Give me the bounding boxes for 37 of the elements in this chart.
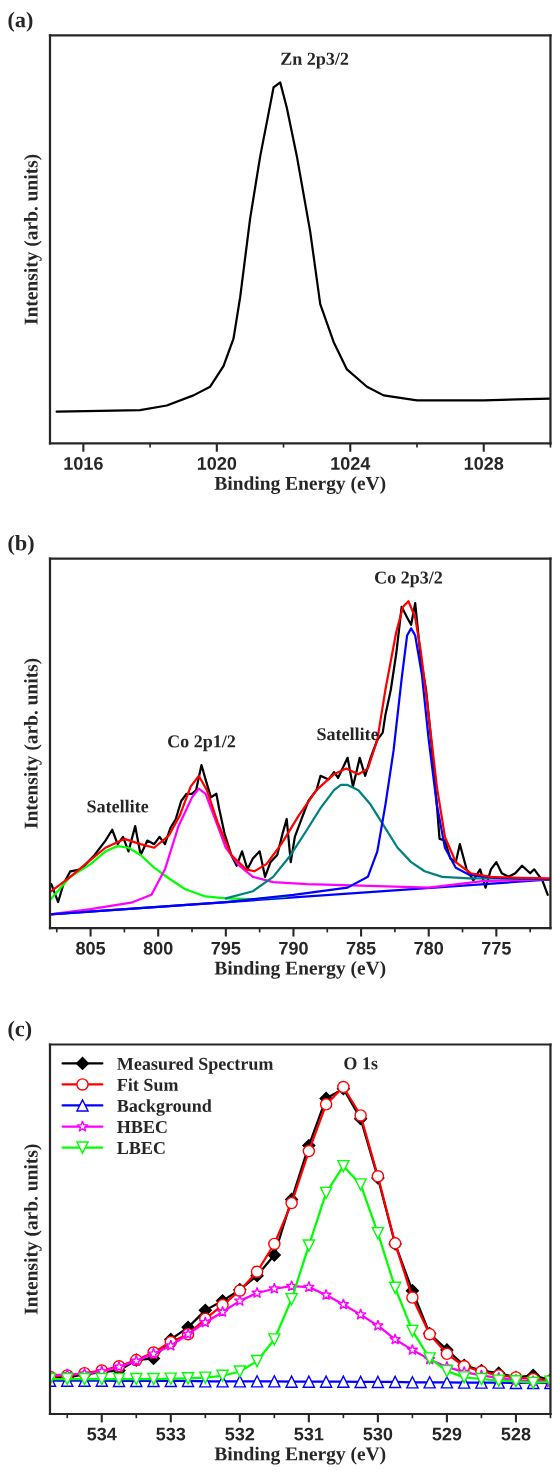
x-tick-label: 529: [432, 1427, 462, 1441]
x-axis-title: Binding Energy (eV): [214, 476, 386, 494]
annotation: O 1s: [344, 1057, 378, 1070]
legend-label: Measured Spectrum: [117, 1057, 274, 1074]
x-tick-label: 790: [279, 941, 308, 955]
annotation: Zn 2p3/2: [281, 52, 349, 69]
x-tick-label: 780: [414, 941, 444, 955]
x-tick-label: 775: [482, 942, 511, 955]
x-tick-label: 528: [501, 1427, 531, 1441]
chart-title: (a): [8, 11, 33, 32]
chart-title: (c): [8, 1020, 32, 1041]
annotation: Satellite: [87, 799, 149, 813]
x-tick-label: 534: [87, 1427, 117, 1441]
y-axis-title: Intensity (arb. units): [23, 1144, 42, 1315]
legend-label: LBEC: [117, 1141, 165, 1155]
x-tick-label: 795: [211, 941, 241, 955]
x-tick-label: 785: [346, 941, 376, 955]
x-tick-label: 533: [156, 1427, 186, 1441]
legend-label: Background: [117, 1099, 212, 1116]
x-tick-label: 1024: [331, 457, 371, 470]
x-tick-label: 1020: [197, 457, 237, 470]
x-tick-label: 800: [143, 941, 173, 955]
y-axis-title: Intensity (arb. units): [23, 658, 42, 829]
annotation: Co 2p1/2: [168, 735, 236, 752]
legend-label: HBEC: [117, 1120, 167, 1134]
annotation: Co 2p3/2: [374, 571, 443, 588]
x-axis-title: Binding Energy (eV): [214, 960, 386, 979]
x-tick-label: 532: [225, 1427, 255, 1441]
chart-title: (b): [8, 534, 34, 556]
x-tick-label: 1016: [64, 457, 103, 470]
x-tick-label: 805: [76, 941, 106, 955]
x-tick-label: 530: [363, 1427, 393, 1441]
x-tick-label: 1028: [464, 457, 504, 470]
x-axis-title: Binding Energy (eV): [214, 1446, 386, 1465]
legend-label: Fit Sum: [117, 1078, 179, 1091]
x-tick-label: 531: [294, 1427, 324, 1441]
y-axis-title: Intensity (arb. units): [23, 154, 42, 325]
